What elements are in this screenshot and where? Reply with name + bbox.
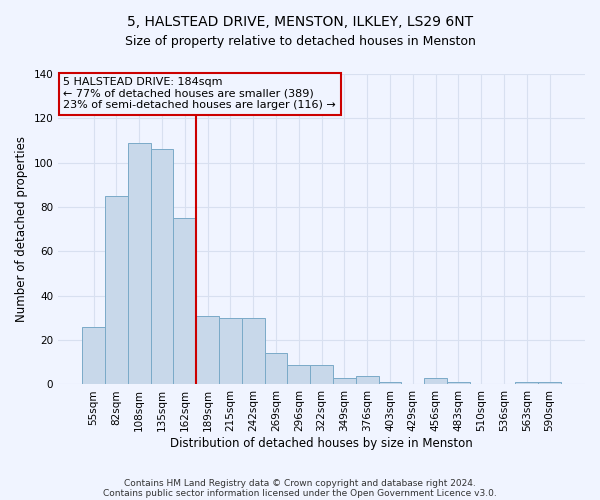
Bar [128,142,151,384]
Text: Contains HM Land Registry data © Crown copyright and database right 2024.: Contains HM Land Registry data © Crown c… [124,478,476,488]
X-axis label: Distribution of detached houses by size in Menston: Distribution of detached houses by size … [170,437,473,450]
Bar [333,378,356,384]
Bar [447,382,470,384]
Bar [424,378,447,384]
Bar [219,318,242,384]
Bar [265,354,287,384]
Bar [105,196,128,384]
Bar [287,364,310,384]
Bar [379,382,401,384]
Bar [242,318,265,384]
Text: Size of property relative to detached houses in Menston: Size of property relative to detached ho… [125,35,475,48]
Bar [356,376,379,384]
Text: 5, HALSTEAD DRIVE, MENSTON, ILKLEY, LS29 6NT: 5, HALSTEAD DRIVE, MENSTON, ILKLEY, LS29… [127,15,473,29]
Y-axis label: Number of detached properties: Number of detached properties [15,136,28,322]
Bar [173,218,196,384]
Bar [82,327,105,384]
Text: Contains public sector information licensed under the Open Government Licence v3: Contains public sector information licen… [103,488,497,498]
Bar [151,150,173,384]
Bar [515,382,538,384]
Text: 5 HALSTEAD DRIVE: 184sqm
← 77% of detached houses are smaller (389)
23% of semi-: 5 HALSTEAD DRIVE: 184sqm ← 77% of detach… [64,77,336,110]
Bar [310,364,333,384]
Bar [196,316,219,384]
Bar [538,382,561,384]
